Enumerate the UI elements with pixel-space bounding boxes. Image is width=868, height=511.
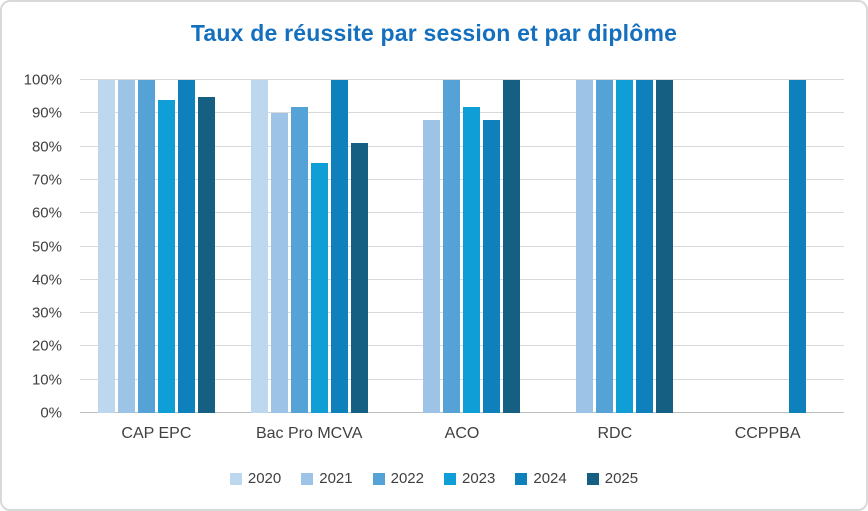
bar-slot xyxy=(291,80,308,413)
y-tick-label: 20% xyxy=(32,338,62,355)
legend: 2020 2021 2022 2023 2024 2025 xyxy=(2,470,866,487)
bar-slot xyxy=(251,80,268,413)
legend-item-2025: 2025 xyxy=(587,470,638,487)
x-axis-label: CAP EPC xyxy=(80,425,233,443)
legend-label: 2020 xyxy=(248,470,281,487)
bar-group-aco xyxy=(386,80,539,413)
y-tick-label: 60% xyxy=(32,205,62,222)
bar-slot xyxy=(311,80,328,413)
plot-area xyxy=(80,80,844,413)
x-axis-label: Bac Pro MCVA xyxy=(233,425,386,443)
legend-item-2023: 2023 xyxy=(444,470,495,487)
bar-slot xyxy=(596,80,613,413)
bar-slot xyxy=(483,80,500,413)
bar-2025 xyxy=(351,143,368,413)
bar-2021 xyxy=(271,113,288,413)
bar-2023 xyxy=(463,107,480,413)
y-axis: 0%10%20%30%40%50%60%70%80%90%100% xyxy=(2,80,72,413)
legend-label: 2021 xyxy=(319,470,352,487)
bar-slot xyxy=(443,80,460,413)
y-tick-label: 80% xyxy=(32,138,62,155)
bar-2022 xyxy=(596,80,613,413)
bar-slot xyxy=(271,80,288,413)
bar-slot xyxy=(616,80,633,413)
bar-2024 xyxy=(483,120,500,413)
bar-group-cap-epc xyxy=(80,80,233,413)
bar-slot xyxy=(789,80,806,413)
x-axis-labels: CAP EPCBac Pro MCVAACORDCCCPPBA xyxy=(80,425,844,443)
bar-groups xyxy=(80,80,844,413)
bar-slot xyxy=(403,80,420,413)
legend-item-2021: 2021 xyxy=(301,470,352,487)
bar-group-ccppba xyxy=(691,80,844,413)
x-axis-label: RDC xyxy=(538,425,691,443)
y-tick-label: 50% xyxy=(32,238,62,255)
legend-label: 2025 xyxy=(605,470,638,487)
y-tick-label: 100% xyxy=(24,72,62,89)
legend-label: 2022 xyxy=(391,470,424,487)
bar-2025 xyxy=(198,97,215,413)
bar-2024 xyxy=(789,80,806,413)
bar-slot xyxy=(118,80,135,413)
bar-2024 xyxy=(636,80,653,413)
legend-label: 2024 xyxy=(533,470,566,487)
bar-slot xyxy=(576,80,593,413)
x-axis-label: ACO xyxy=(386,425,539,443)
legend-swatch-icon xyxy=(373,473,385,485)
legend-swatch-icon xyxy=(301,473,313,485)
bar-slot xyxy=(158,80,175,413)
bar-slot xyxy=(729,80,746,413)
chart-title: Taux de réussite par session et par dipl… xyxy=(2,20,866,47)
legend-swatch-icon xyxy=(587,473,599,485)
bar-2021 xyxy=(118,80,135,413)
legend-item-2022: 2022 xyxy=(373,470,424,487)
bar-slot xyxy=(351,80,368,413)
bar-2024 xyxy=(331,80,348,413)
legend-swatch-icon xyxy=(515,473,527,485)
bar-slot xyxy=(503,80,520,413)
y-tick-label: 10% xyxy=(32,371,62,388)
y-tick-label: 40% xyxy=(32,271,62,288)
bar-2025 xyxy=(503,80,520,413)
bar-2023 xyxy=(311,163,328,413)
bar-2024 xyxy=(178,80,195,413)
bar-group-rdc xyxy=(538,80,691,413)
bar-2023 xyxy=(616,80,633,413)
bar-group-bac-pro-mcva xyxy=(233,80,386,413)
bar-slot xyxy=(656,80,673,413)
bar-slot xyxy=(769,80,786,413)
bar-2021 xyxy=(423,120,440,413)
bar-slot xyxy=(556,80,573,413)
bar-slot xyxy=(178,80,195,413)
bar-slot xyxy=(709,80,726,413)
bar-2022 xyxy=(138,80,155,413)
bar-slot xyxy=(198,80,215,413)
legend-swatch-icon xyxy=(444,473,456,485)
y-tick-label: 90% xyxy=(32,105,62,122)
bar-2022 xyxy=(291,107,308,413)
y-tick-label: 0% xyxy=(40,405,62,422)
bar-2025 xyxy=(656,80,673,413)
bar-2020 xyxy=(98,80,115,413)
legend-label: 2023 xyxy=(462,470,495,487)
bar-2023 xyxy=(158,100,175,413)
bar-slot xyxy=(636,80,653,413)
bar-slot xyxy=(138,80,155,413)
bar-slot xyxy=(331,80,348,413)
bar-slot xyxy=(809,80,826,413)
bar-2022 xyxy=(443,80,460,413)
legend-swatch-icon xyxy=(230,473,242,485)
bar-slot xyxy=(749,80,766,413)
legend-item-2024: 2024 xyxy=(515,470,566,487)
bar-2021 xyxy=(576,80,593,413)
bar-slot xyxy=(463,80,480,413)
bar-chart: Taux de réussite par session et par dipl… xyxy=(0,0,868,511)
bar-slot xyxy=(98,80,115,413)
bar-2020 xyxy=(251,80,268,413)
x-axis-label: CCPPBA xyxy=(691,425,844,443)
y-tick-label: 30% xyxy=(32,305,62,322)
y-tick-label: 70% xyxy=(32,171,62,188)
legend-item-2020: 2020 xyxy=(230,470,281,487)
bar-slot xyxy=(423,80,440,413)
